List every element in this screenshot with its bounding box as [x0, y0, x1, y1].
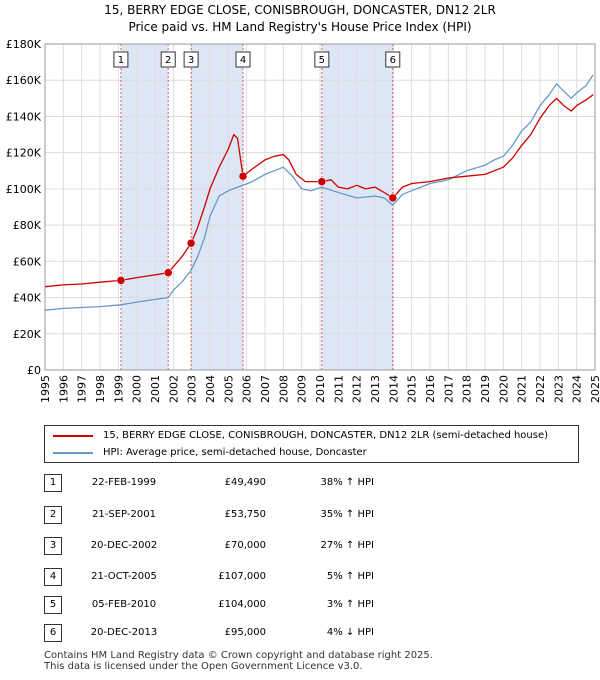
shaded-period	[321, 44, 393, 370]
x-tick-label: 2019	[479, 375, 492, 403]
transaction-date: 20-DEC-2002	[90, 540, 158, 551]
x-tick-label: 2008	[277, 375, 290, 403]
legend: 15, BERRY EDGE CLOSE, CONISBROUGH, DONCA…	[44, 425, 579, 463]
x-tick-label: 2021	[516, 375, 529, 403]
transaction-hpi: 4% ↓ HPI	[326, 627, 374, 638]
y-tick-label: £120K	[6, 147, 42, 160]
y-tick-label: £100K	[6, 183, 42, 196]
x-tick-label: 1999	[112, 375, 125, 403]
marker-box-label: 5	[319, 55, 325, 66]
transaction-date: 21-OCT-2005	[91, 571, 157, 582]
marker-box	[235, 51, 251, 68]
transaction-hpi: 27% ↑ HPI	[320, 540, 374, 551]
transaction-date: 21-SEP-2001	[92, 509, 156, 520]
y-tick-label: £140K	[6, 110, 42, 123]
x-tick-label: 2009	[296, 375, 309, 403]
x-tick-label: 2020	[497, 375, 510, 403]
marker-box	[385, 51, 401, 68]
transaction-price: £107,000	[218, 571, 266, 582]
x-tick-label: 2003	[186, 375, 199, 403]
chart-subtitle: Price paid vs. HM Land Registry's House …	[128, 20, 472, 34]
marker-box	[183, 51, 199, 68]
sale-point	[238, 171, 248, 181]
sale-point	[163, 268, 173, 277]
sale-point	[317, 177, 327, 186]
x-tick-label: 2014	[387, 375, 400, 403]
x-tick-label: 2023	[552, 375, 565, 403]
legend-swatch-property	[53, 435, 93, 437]
transaction-price: £95,000	[224, 627, 266, 638]
chart-title: 15, BERRY EDGE CLOSE, CONISBROUGH, DONCA…	[104, 3, 496, 17]
sale-point	[186, 238, 196, 248]
x-tick-label: 2011	[332, 375, 345, 403]
x-tick-label: 1998	[94, 375, 107, 403]
transaction-date: 22-FEB-1999	[91, 477, 157, 488]
y-tick-label: £60K	[13, 255, 42, 268]
shaded-period	[120, 44, 169, 370]
transaction-hpi: 3% ↑ HPI	[326, 599, 374, 610]
sale-point	[116, 276, 126, 285]
x-tick-label: 2017	[442, 375, 455, 403]
transaction-price: £70,000	[224, 540, 266, 551]
x-tick-label: 2004	[204, 375, 217, 403]
x-tick-label: 2024	[571, 375, 584, 403]
x-tick-label: 2016	[424, 375, 437, 403]
transaction-number: 6	[44, 624, 62, 642]
price-chart: £0 £20K £40K £60K £80K £100K £120K £140K £160K £1…	[6, 38, 600, 403]
x-tick-label: 2006	[241, 375, 254, 403]
transaction-number: 1	[44, 474, 62, 492]
legend-swatch-hpi	[53, 452, 93, 454]
transaction-number: 5	[44, 596, 62, 614]
plot-border	[44, 43, 596, 371]
x-tick-label: 1995	[39, 375, 52, 403]
y-tick-label: £80K	[13, 219, 42, 232]
x-tick-label: 2007	[259, 375, 272, 403]
marker-box-label: 2	[165, 55, 171, 66]
x-tick-label: 2022	[534, 375, 547, 403]
transaction-number: 2	[44, 506, 62, 524]
transaction-price: £53,750	[224, 509, 266, 520]
transaction-number: 3	[44, 537, 62, 555]
x-tick-label: 2012	[351, 375, 364, 403]
x-tick-label: 1997	[76, 375, 89, 403]
x-tick-label: 2002	[167, 375, 180, 403]
x-tick-label: 2015	[406, 375, 419, 403]
x-tick-label: 2025	[589, 375, 600, 403]
y-tick-label: £0	[27, 364, 41, 377]
marker-box	[113, 51, 129, 68]
y-tick-label: £180K	[6, 38, 42, 51]
marker-box-label: 3	[188, 55, 194, 66]
x-tick-label: 1996	[57, 375, 70, 403]
transaction-hpi: 35% ↑ HPI	[320, 509, 374, 520]
marker-box-label: 6	[390, 55, 396, 66]
legend-label-hpi: HPI: Average price, semi-detached house,…	[103, 447, 367, 458]
marker-box	[160, 51, 176, 68]
marker-box-label: 4	[240, 55, 246, 66]
transaction-date: 20-DEC-2013	[90, 627, 158, 638]
x-tick-label: 2018	[461, 375, 474, 403]
legend-label-property: 15, BERRY EDGE CLOSE, CONISBROUGH, DONCA…	[103, 430, 549, 441]
y-tick-label: £20K	[13, 328, 42, 341]
transaction-price: £49,490	[224, 477, 266, 488]
transaction-price: £104,000	[218, 599, 266, 610]
series-line-hpi	[44, 74, 594, 311]
transaction-hpi: 5% ↑ HPI	[326, 571, 374, 582]
y-tick-label: £160K	[6, 74, 42, 87]
marker-box	[314, 51, 330, 68]
footer-licence: This data is licensed under the Open Gov…	[44, 661, 363, 672]
x-tick-label: 2005	[222, 375, 235, 403]
footer-copyright: Contains HM Land Registry data © Crown c…	[44, 650, 433, 661]
transaction-hpi: 38% ↑ HPI	[320, 477, 374, 488]
x-tick-label: 2010	[314, 375, 327, 403]
marker-box-label: 1	[118, 55, 124, 66]
shaded-period	[191, 44, 243, 370]
transaction-date: 05-FEB-2010	[91, 599, 157, 610]
x-tick-label: 2000	[131, 375, 144, 403]
x-tick-label: 2001	[149, 375, 162, 403]
transaction-number: 4	[44, 568, 62, 586]
x-tick-label: 2013	[369, 375, 382, 403]
sale-point	[388, 193, 398, 203]
footer: Contains HM Land Registry data © Crown c…	[44, 650, 433, 672]
y-tick-label: £40K	[13, 292, 42, 305]
